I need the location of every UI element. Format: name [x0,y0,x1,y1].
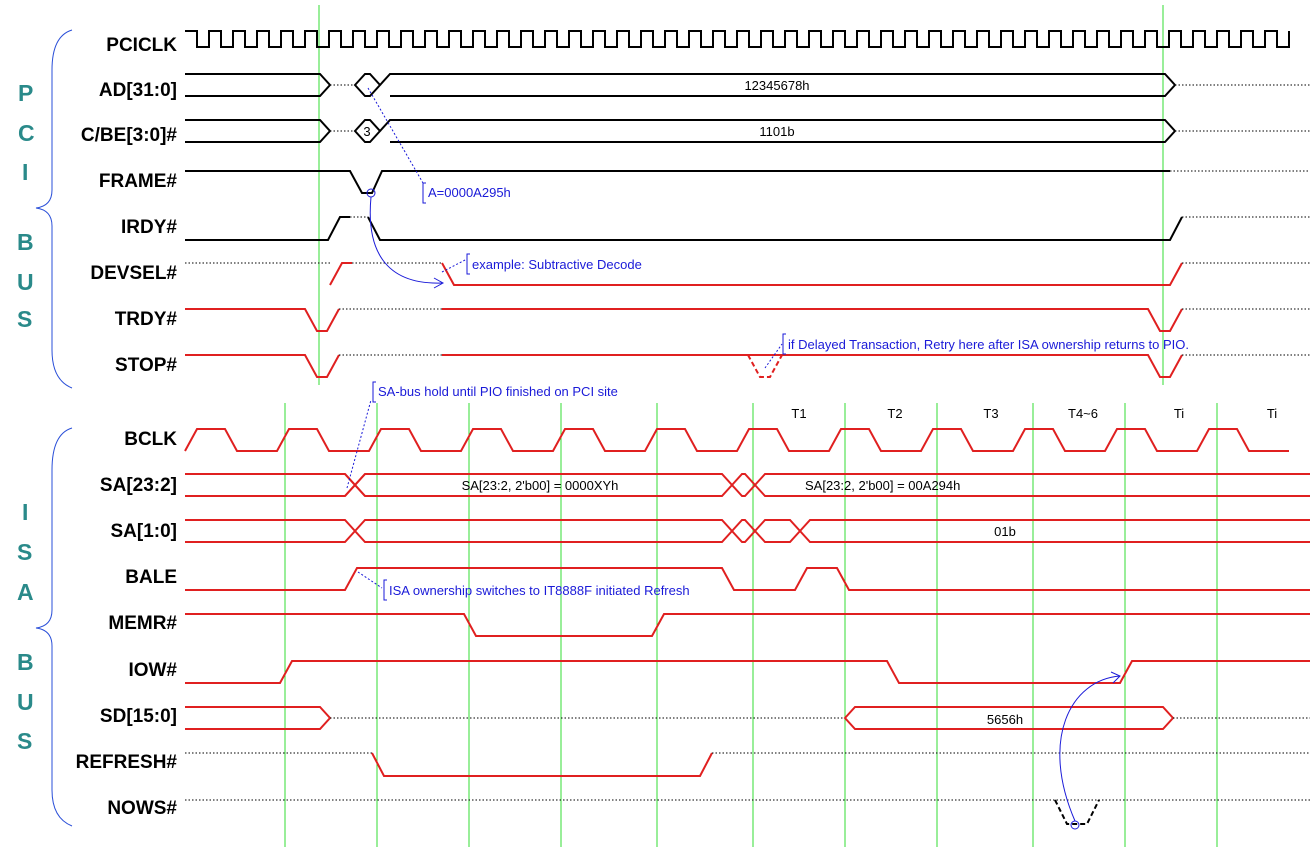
cycle-label: T1 [791,406,806,421]
sd-waveform: 5656h [185,706,1310,730]
annotation-address: A=0000A295h [367,87,511,204]
signal-label-trdy: TRDY# [115,309,178,330]
annotation-subtractive: example: Subtractive Decode [366,188,642,289]
annotation-delayed: if Delayed Transaction, Retry here after… [764,333,1189,369]
signal-labels: PCICLK AD[31:0] C/BE[3:0]# FRAME# IRDY# … [76,35,178,819]
signal-label-frame: FRAME# [99,171,178,192]
ad-data-value: 12345678h [744,78,809,93]
cbe-data-value: 1101b [759,124,794,139]
sa10-value: 01b [994,524,1016,539]
cycle-label: T3 [983,406,998,421]
signal-label-irdy: IRDY# [121,217,177,238]
sa10-waveform: 01b [185,519,1310,543]
isa-bus-letter: U [17,689,34,715]
signal-label-sa232: SA[23:2] [100,475,177,496]
bclk-waveform [184,428,1289,452]
cycle-label: T2 [887,406,902,421]
isa-bus-letter: S [17,539,32,565]
signal-label-bale: BALE [125,567,177,588]
isa-bus-letter: I [22,499,28,525]
pci-bus-brace [35,29,73,389]
pciclk-waveform [185,30,1290,48]
isa-bus-label: I S A B U S [17,499,34,754]
pci-clock-markers [318,5,1164,385]
signal-label-sd: SD[15:0] [100,706,177,727]
signal-label-cbe: C/BE[3:0]# [81,125,178,146]
signal-label-iow: IOW# [128,660,177,681]
annotation-isa-owner-text: ISA ownership switches to IT8888F initia… [389,583,690,598]
sa232-waveform: SA[23:2, 2'b00] = 0000XYh SA[23:2, 2'b00… [185,473,1310,497]
pci-bus-letter: P [18,80,33,106]
signal-label-refresh: REFRESH# [76,752,178,773]
sa232-value-a: SA[23:2, 2'b00] = 0000XYh [462,478,619,493]
pci-bus-letter: I [22,159,28,185]
annotation-delayed-text: if Delayed Transaction, Retry here after… [788,337,1189,352]
signal-label-sa10: SA[1:0] [110,521,177,542]
annotation-subtractive-text: example: Subtractive Decode [472,257,642,272]
pci-bus-letter: C [18,120,35,146]
frame-waveform [185,170,1310,194]
nows-arrow [1059,671,1121,830]
cycle-label: T4~6 [1068,406,1098,421]
devsel-waveform [185,262,1310,286]
cycle-label: Ti [1174,406,1184,421]
annotation-isa-owner: ISA ownership switches to IT8888F initia… [357,571,690,601]
cycle-label: Ti [1267,406,1277,421]
signal-label-stop: STOP# [115,355,177,376]
sa232-value-b: SA[23:2, 2'b00] = 00A294h [805,478,960,493]
iow-waveform [185,660,1310,684]
nows-waveform [185,799,1310,825]
pci-bus-letter: S [17,306,32,332]
isa-clock-markers [284,403,1218,847]
signal-label-pciclk: PCICLK [106,35,177,56]
stop-waveform [185,354,1310,378]
memr-waveform [185,613,1310,637]
sd-value: 5656h [987,712,1023,727]
pci-bus-letter: B [17,229,34,255]
annotation-sa-hold: SA-bus hold until PIO finished on PCI si… [346,381,618,489]
cycle-labels: T1 T2 T3 T4~6 Ti Ti [791,406,1277,421]
cbe-waveform: 3 1101b [185,119,1310,143]
isa-bus-letter: B [17,649,34,675]
isa-bus-letter: A [17,579,34,605]
refresh-waveform [185,752,1310,777]
pci-bus-letter: U [17,269,34,295]
signal-label-memr: MEMR# [108,613,177,634]
ad-waveform: 12345678h [185,73,1310,97]
signal-label-bclk: BCLK [124,429,177,450]
signal-label-ad: AD[31:0] [99,80,177,101]
annotation-address-text: A=0000A295h [428,185,511,200]
isa-bus-letter: S [17,728,32,754]
signal-label-nows: NOWS# [107,798,177,819]
isa-bus-brace [35,427,73,827]
signal-label-devsel: DEVSEL# [90,263,177,284]
pci-bus-label: P C I B U S [17,80,35,332]
annotation-sa-hold-text: SA-bus hold until PIO finished on PCI si… [378,384,618,399]
cbe-command-value: 3 [363,124,370,139]
bale-waveform [185,567,1310,591]
irdy-waveform [185,216,1310,241]
trdy-waveform [185,308,1310,332]
